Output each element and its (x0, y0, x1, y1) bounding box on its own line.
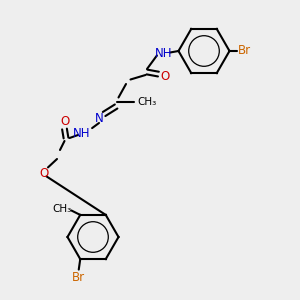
Text: N: N (94, 112, 103, 125)
Text: O: O (60, 115, 69, 128)
Text: Br: Br (238, 44, 251, 58)
Text: O: O (39, 167, 48, 181)
Text: Br: Br (72, 271, 85, 284)
Text: NH: NH (73, 127, 91, 140)
Text: CH₃: CH₃ (52, 204, 72, 214)
Text: NH: NH (155, 47, 172, 61)
Text: CH₃: CH₃ (137, 97, 157, 107)
Text: O: O (160, 70, 169, 83)
